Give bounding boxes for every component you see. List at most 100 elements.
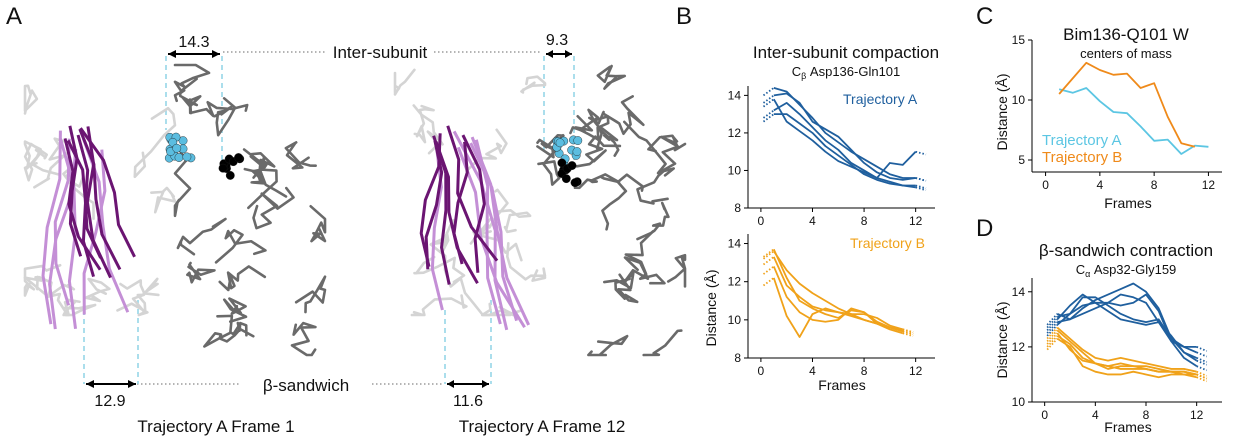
- legend-b-trajectory-b: Trajectory B: [850, 235, 925, 251]
- strand-dark-purple: [452, 141, 469, 265]
- series-end-dotted: [1196, 373, 1208, 380]
- series-end-dotted: [1196, 359, 1208, 366]
- backbone-dark: [186, 261, 216, 284]
- series-start-dotted: [1046, 338, 1058, 351]
- series-start-dotted: [762, 98, 775, 108]
- series-end-dotted: [1196, 373, 1208, 380]
- series-start-dotted: [762, 265, 775, 275]
- residue-sphere-black: [225, 171, 235, 180]
- chart-d: 10 12 14 0 4 8 12: [1012, 278, 1222, 422]
- series-line: [1056, 293, 1198, 359]
- legend-c-trajectory-a: Trajectory A: [1042, 132, 1121, 149]
- beta-sandwich-label: β-sandwich: [263, 376, 349, 395]
- frame12-caption: Trajectory A Frame 12: [459, 417, 626, 436]
- x-tick-label: 0: [1041, 408, 1048, 422]
- panel-c-ylabel: Distance (Å): [994, 73, 1010, 150]
- backbone-dark: [173, 89, 202, 108]
- x-tick-label: 4: [809, 214, 816, 228]
- frame12-top-arrowheads: [546, 50, 572, 58]
- backbone-dark: [222, 297, 248, 323]
- x-tick-label: 4: [809, 364, 816, 378]
- panel-c-xlabel: Frames: [1104, 195, 1151, 211]
- series-end-dotted: [915, 150, 927, 156]
- x-tick-label: 12: [1202, 178, 1216, 192]
- panel-letter-a: A: [6, 3, 22, 30]
- series-start-dotted: [1046, 335, 1058, 348]
- y-tick-label: 10: [728, 163, 742, 177]
- series-line: [1058, 61, 1196, 148]
- backbone-light: [150, 186, 177, 214]
- backbone-light: [84, 277, 111, 303]
- series-end-dotted: [1196, 370, 1208, 377]
- x-tick-label: 8: [861, 364, 868, 378]
- y-tick-label: 8: [734, 201, 741, 215]
- residue-sphere-blue: [172, 143, 182, 153]
- x-tick-label: 12: [1190, 408, 1204, 422]
- backbone-light: [116, 293, 149, 317]
- residue-sphere-black: [570, 178, 580, 188]
- protein-structure-frame12: [393, 64, 687, 357]
- strand-dark-purple: [446, 125, 499, 262]
- panel-d-xlabel: Frames: [1104, 419, 1151, 435]
- series-start-dotted: [762, 248, 775, 258]
- backbone-light: [413, 104, 435, 144]
- strand-light-purple: [470, 136, 531, 326]
- series-start-dotted: [762, 94, 775, 104]
- backbone-light: [480, 302, 524, 317]
- backbone-dark: [614, 273, 639, 304]
- series-line: [1056, 337, 1197, 379]
- series-line: [773, 113, 916, 189]
- series-line: [773, 87, 916, 179]
- backbone-dark: [294, 275, 327, 314]
- backbone-dark: [536, 133, 565, 159]
- backbone-light: [119, 277, 160, 297]
- series-start-dotted: [762, 113, 775, 123]
- y-tick-label: 5: [1018, 153, 1025, 167]
- backbone-light: [410, 294, 468, 317]
- strand-dark-purple: [63, 138, 102, 271]
- backbone-light: [465, 128, 508, 173]
- y-tick-label: 12: [1012, 340, 1026, 354]
- strand-dark-purple: [78, 128, 122, 271]
- strand-dark-purple: [85, 126, 112, 279]
- backbone-dark: [636, 201, 670, 241]
- series-end-dotted: [915, 186, 927, 192]
- backbone-dark: [216, 314, 248, 337]
- backbone-light: [393, 68, 416, 96]
- backbone-dark: [602, 256, 650, 290]
- residue-sphere-black: [567, 161, 577, 170]
- y-tick-label: 14: [728, 88, 742, 102]
- backbone-dark: [284, 141, 317, 170]
- panel-d: D β-sandwich contraction Cα Asp32-Gly159…: [976, 215, 1222, 435]
- series-line: [1056, 329, 1197, 376]
- x-tick-label: 12: [909, 364, 923, 378]
- backbone-dark: [203, 327, 255, 348]
- series-start-dotted: [1046, 324, 1058, 337]
- panel-b: B Inter-subunit compaction Cβ Asp136-Gln…: [676, 3, 939, 393]
- backbone-dark: [214, 228, 267, 264]
- series-end-dotted: [915, 177, 927, 182]
- panel-d-ylabel: Distance (Å): [994, 301, 1010, 378]
- series-start-dotted: [1046, 321, 1058, 334]
- strand-light-purple: [430, 145, 444, 311]
- backbone-dark: [636, 167, 675, 205]
- x-tick-label: 8: [1151, 178, 1158, 192]
- y-tick-label: 14: [728, 237, 742, 251]
- backbone-dark: [218, 265, 267, 292]
- strand-light-purple: [53, 138, 71, 306]
- series-start-dotted: [762, 109, 775, 119]
- series-start-dotted: [762, 250, 775, 260]
- panel-d-title: β-sandwich contraction: [1039, 241, 1213, 260]
- series-line: [773, 101, 916, 187]
- series-end-dotted: [1196, 376, 1208, 383]
- x-tick-label: 0: [1042, 178, 1049, 192]
- residue-sphere-blue: [573, 136, 583, 145]
- backbone-dark: [173, 63, 211, 93]
- series-line: [772, 277, 904, 338]
- residue-sphere-blue: [182, 152, 192, 162]
- series-start-dotted: [762, 87, 775, 97]
- backbone-dark: [588, 110, 619, 142]
- strand-dark-purple: [432, 135, 451, 285]
- x-tick-label: 8: [1143, 408, 1150, 422]
